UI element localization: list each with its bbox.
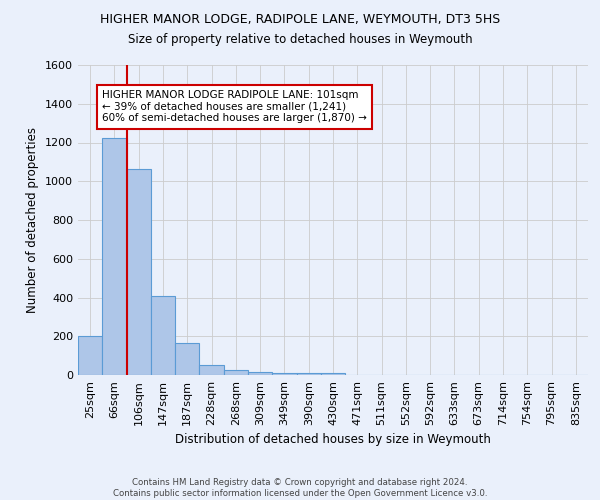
Bar (151, 296, 175, 375)
Bar (296, 373, 321, 375)
X-axis label: Distribution of detached houses by size in Weymouth: Distribution of detached houses by size … (175, 434, 491, 446)
Bar (78, 336, 102, 375)
Text: HIGHER MANOR LODGE RADIPOLE LANE: 101sqm
← 39% of detached houses are smaller (1: HIGHER MANOR LODGE RADIPOLE LANE: 101sqm… (102, 90, 367, 124)
Bar (102, 138, 127, 375)
Text: Contains HM Land Registry data © Crown copyright and database right 2024.
Contai: Contains HM Land Registry data © Crown c… (113, 478, 487, 498)
Text: Size of property relative to detached houses in Weymouth: Size of property relative to detached ho… (128, 32, 472, 46)
Bar (127, 168, 151, 375)
Bar (248, 372, 272, 375)
Bar (224, 370, 248, 375)
Bar (175, 343, 199, 375)
Bar (272, 372, 296, 375)
Y-axis label: Number of detached properties: Number of detached properties (26, 127, 40, 313)
Text: HIGHER MANOR LODGE, RADIPOLE LANE, WEYMOUTH, DT3 5HS: HIGHER MANOR LODGE, RADIPOLE LANE, WEYMO… (100, 12, 500, 26)
Bar (321, 373, 345, 375)
Bar (199, 366, 224, 375)
